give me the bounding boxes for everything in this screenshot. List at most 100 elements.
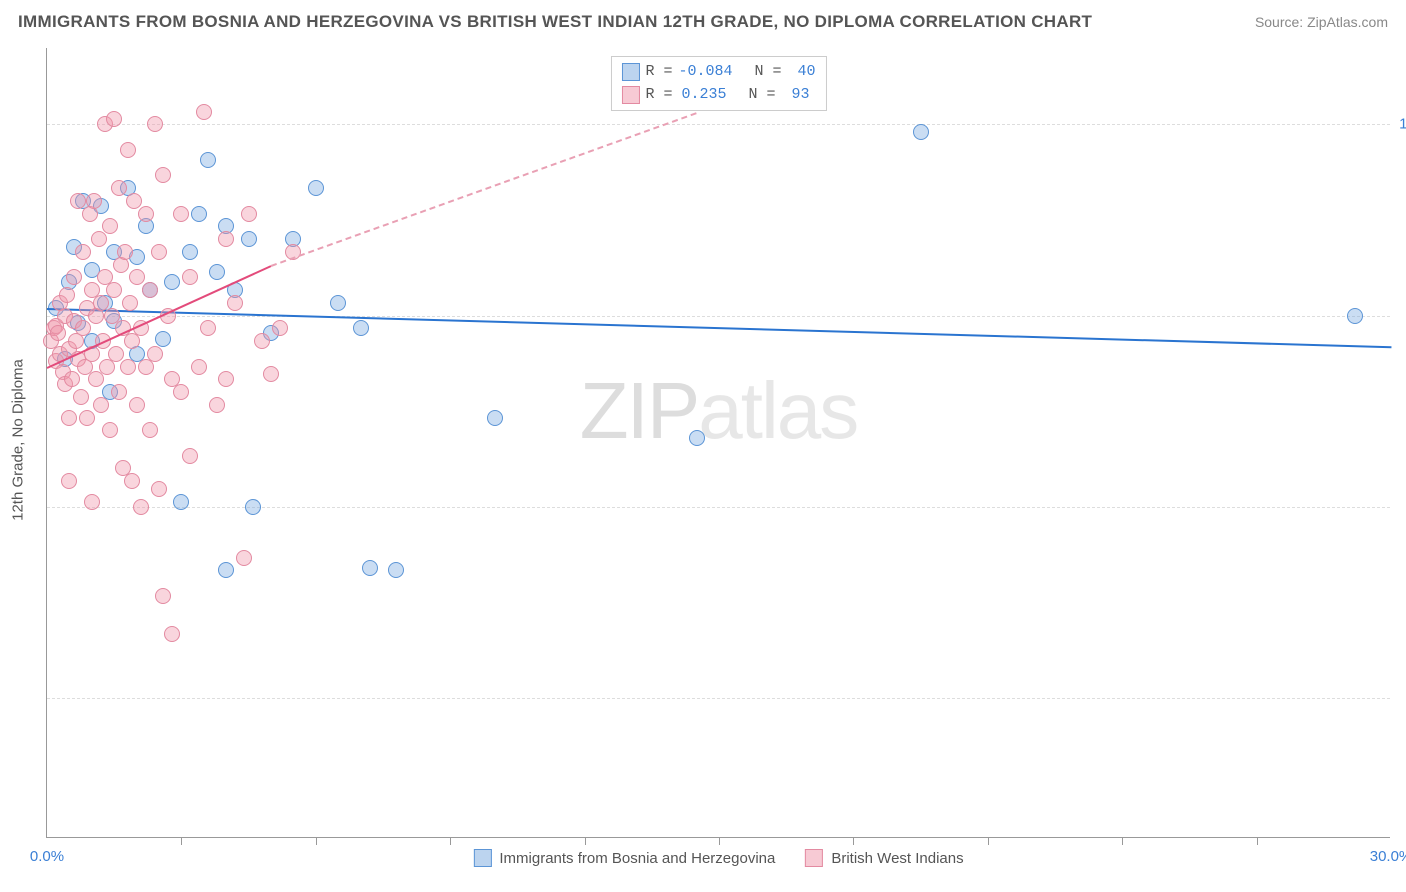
x-tick bbox=[316, 837, 317, 845]
x-tick bbox=[450, 837, 451, 845]
scatter-point bbox=[111, 384, 127, 400]
legend-row: R = 0.235 N = 93 bbox=[621, 84, 815, 107]
scatter-point bbox=[236, 550, 252, 566]
series-legend: Immigrants from Bosnia and Herzegovina Br… bbox=[473, 849, 963, 867]
scatter-point bbox=[86, 193, 102, 209]
trend-line bbox=[47, 308, 1391, 348]
legend-label: Immigrants from Bosnia and Herzegovina bbox=[499, 850, 775, 867]
scatter-point bbox=[73, 389, 89, 405]
scatter-point bbox=[120, 359, 136, 375]
n-label: N = bbox=[755, 61, 782, 84]
n-label: N = bbox=[748, 84, 775, 107]
y-tick-label: 85.0% bbox=[1395, 498, 1406, 515]
scatter-point bbox=[84, 494, 100, 510]
scatter-point bbox=[142, 422, 158, 438]
scatter-point bbox=[173, 384, 189, 400]
gridline bbox=[47, 698, 1390, 699]
legend-row: R = -0.084 N = 40 bbox=[621, 61, 815, 84]
scatter-point bbox=[182, 244, 198, 260]
scatter-point bbox=[362, 560, 378, 576]
scatter-point bbox=[120, 142, 136, 158]
y-tick-label: 92.5% bbox=[1395, 307, 1406, 324]
scatter-point bbox=[196, 104, 212, 120]
scatter-point bbox=[241, 206, 257, 222]
scatter-point bbox=[138, 206, 154, 222]
plot-area: ZIPatlas 77.5%85.0%92.5%100.0%0.0%30.0% … bbox=[46, 48, 1390, 838]
scatter-point bbox=[88, 371, 104, 387]
scatter-point bbox=[106, 111, 122, 127]
r-value: -0.084 bbox=[678, 61, 732, 84]
scatter-point bbox=[102, 422, 118, 438]
scatter-point bbox=[218, 371, 234, 387]
scatter-point bbox=[241, 231, 257, 247]
gridline bbox=[47, 124, 1390, 125]
scatter-point bbox=[155, 588, 171, 604]
scatter-point bbox=[209, 264, 225, 280]
scatter-point bbox=[263, 366, 279, 382]
scatter-point bbox=[129, 397, 145, 413]
scatter-point bbox=[75, 320, 91, 336]
legend-swatch bbox=[621, 63, 639, 81]
scatter-point bbox=[155, 167, 171, 183]
scatter-point bbox=[61, 473, 77, 489]
scatter-point bbox=[102, 218, 118, 234]
scatter-point bbox=[147, 116, 163, 132]
scatter-point bbox=[308, 180, 324, 196]
scatter-point bbox=[164, 626, 180, 642]
x-tick bbox=[853, 837, 854, 845]
legend-item: Immigrants from Bosnia and Herzegovina bbox=[473, 849, 775, 867]
scatter-point bbox=[330, 295, 346, 311]
x-tick bbox=[585, 837, 586, 845]
scatter-point bbox=[191, 206, 207, 222]
scatter-point bbox=[75, 244, 91, 260]
scatter-point bbox=[487, 410, 503, 426]
source-label: Source: ZipAtlas.com bbox=[1255, 14, 1388, 30]
r-label: R = bbox=[645, 61, 672, 84]
chart-title: IMMIGRANTS FROM BOSNIA AND HERZEGOVINA V… bbox=[18, 12, 1092, 32]
x-tick-label: 30.0% bbox=[1370, 848, 1406, 865]
x-tick bbox=[1122, 837, 1123, 845]
legend-swatch bbox=[805, 849, 823, 867]
scatter-point bbox=[155, 331, 171, 347]
legend-item: British West Indians bbox=[805, 849, 963, 867]
x-tick bbox=[988, 837, 989, 845]
scatter-point bbox=[173, 206, 189, 222]
scatter-point bbox=[200, 320, 216, 336]
scatter-point bbox=[218, 562, 234, 578]
scatter-point bbox=[913, 124, 929, 140]
scatter-point bbox=[122, 295, 138, 311]
scatter-point bbox=[1347, 308, 1363, 324]
scatter-point bbox=[173, 494, 189, 510]
scatter-point bbox=[129, 269, 145, 285]
scatter-point bbox=[218, 231, 234, 247]
scatter-point bbox=[245, 499, 261, 515]
scatter-point bbox=[227, 295, 243, 311]
scatter-point bbox=[66, 269, 82, 285]
x-tick-label: 0.0% bbox=[30, 848, 64, 865]
scatter-point bbox=[91, 231, 107, 247]
y-axis-label: 12th Grade, No Diploma bbox=[10, 359, 27, 521]
scatter-point bbox=[142, 282, 158, 298]
scatter-point bbox=[124, 473, 140, 489]
y-tick-label: 100.0% bbox=[1395, 116, 1406, 133]
scatter-point bbox=[147, 346, 163, 362]
scatter-point bbox=[151, 244, 167, 260]
scatter-point bbox=[64, 371, 80, 387]
scatter-point bbox=[254, 333, 270, 349]
scatter-point bbox=[93, 397, 109, 413]
scatter-point bbox=[79, 410, 95, 426]
r-label: R = bbox=[645, 84, 672, 107]
x-tick bbox=[719, 837, 720, 845]
r-value: 0.235 bbox=[678, 84, 726, 107]
scatter-point bbox=[50, 325, 66, 341]
legend-swatch bbox=[621, 86, 639, 104]
stats-legend: R =-0.084N =40R =0.235N =93 bbox=[610, 56, 826, 111]
legend-label: British West Indians bbox=[831, 850, 963, 867]
scatter-point bbox=[133, 499, 149, 515]
scatter-point bbox=[59, 287, 75, 303]
y-tick-label: 77.5% bbox=[1395, 689, 1406, 706]
x-tick bbox=[181, 837, 182, 845]
scatter-point bbox=[182, 448, 198, 464]
n-value: 40 bbox=[788, 61, 816, 84]
n-value: 93 bbox=[782, 84, 810, 107]
